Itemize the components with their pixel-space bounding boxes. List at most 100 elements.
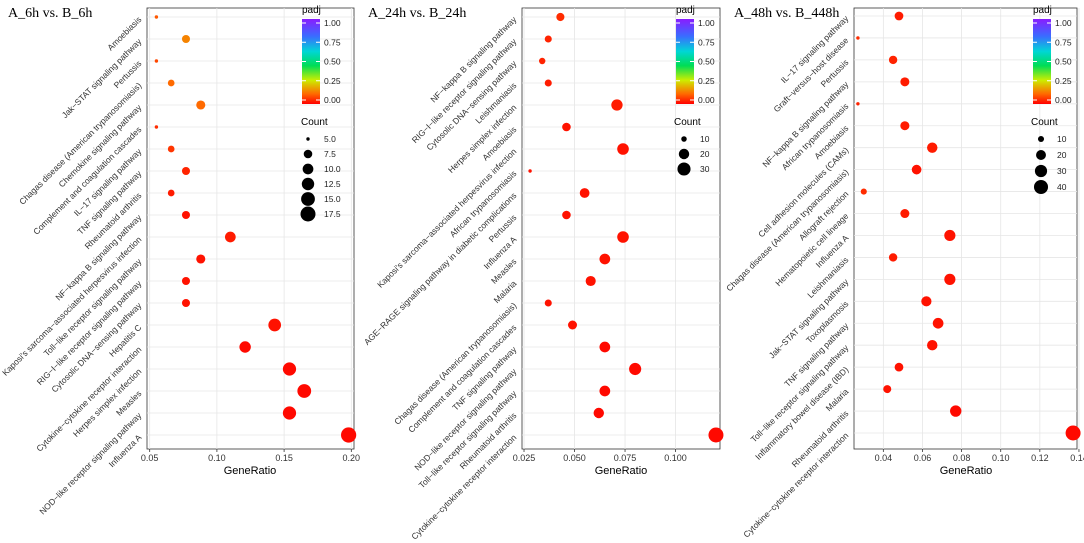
- x-tick-label: 0.075: [614, 453, 637, 463]
- count-legend-label: 20: [700, 149, 710, 159]
- data-point: [927, 339, 938, 351]
- count-legend-dot: [303, 149, 313, 159]
- count-legend-label: 30: [1057, 166, 1067, 176]
- data-point: [900, 121, 910, 131]
- count-legend-dot: [1034, 164, 1048, 178]
- count-legend-title: Count: [674, 117, 701, 128]
- count-legend-title: Count: [301, 117, 328, 128]
- colorbar-label: 0.00: [698, 95, 715, 105]
- count-legend-dot: [678, 148, 690, 160]
- data-point: [282, 406, 297, 420]
- data-point: [196, 100, 206, 110]
- data-point: [154, 59, 159, 63]
- padj-legend-title: padj: [676, 5, 695, 16]
- data-point: [921, 296, 932, 307]
- count-legend-label: 17.5: [324, 209, 341, 219]
- x-tick-label: 0.08: [953, 453, 971, 463]
- colorbar-label: 0.50: [698, 57, 715, 67]
- x-tick-label: 0.100: [664, 453, 687, 463]
- data-point: [911, 164, 922, 175]
- x-axis-label: GeneRatio: [940, 465, 993, 477]
- data-point: [932, 317, 944, 329]
- count-legend-dot: [300, 206, 316, 222]
- category-labels: IL−17 signaling pathwayGraft−versus−host…: [724, 13, 851, 540]
- count-legend-label: 15.0: [324, 194, 341, 204]
- points: [856, 11, 1081, 441]
- points: [528, 12, 724, 443]
- data-point: [579, 188, 590, 198]
- count-legend-label: 12.5: [324, 179, 341, 189]
- padj-legend-title: padj: [302, 5, 321, 16]
- count-legend-label: 10: [700, 134, 710, 144]
- count-legend-label: 20: [1057, 150, 1067, 160]
- data-point: [894, 11, 904, 21]
- colorbar-label: 0.00: [324, 95, 341, 105]
- data-point: [181, 276, 191, 286]
- data-point: [181, 298, 191, 308]
- count-legend-dot: [681, 136, 687, 142]
- colorbar-label: 1.00: [324, 18, 341, 28]
- data-point: [888, 55, 898, 65]
- x-tick-label: 0.10: [208, 453, 226, 463]
- count-legend-label: 10.0: [324, 164, 341, 174]
- count-legend-label: 10: [1057, 134, 1067, 144]
- points: [154, 15, 357, 443]
- x-axis-label: GeneRatio: [595, 465, 648, 477]
- x-ticks: 0.04 0.06 0.08 0.10 0.12 0.14: [875, 449, 1084, 463]
- x-tick-label: 0.05: [141, 453, 159, 463]
- count-legend-label: 7.5: [324, 149, 336, 159]
- data-point: [950, 405, 962, 417]
- count-legend: 5.0 7.5 10.0 12.5 15.0 17.5: [300, 134, 341, 222]
- count-legend-dot: [302, 163, 314, 175]
- data-point: [154, 15, 159, 19]
- x-tick-label: 0.15: [275, 453, 293, 463]
- count-legend-dot: [677, 162, 691, 176]
- data-point: [599, 341, 611, 353]
- panel-a48h: A_48h vs. B_448h IL−17 signaling pathway…: [724, 5, 1084, 539]
- grid: [147, 8, 354, 449]
- x-tick-label: 0.20: [343, 453, 361, 463]
- x-ticks: 0.05 0.10 0.15 0.20: [141, 449, 360, 463]
- colorbar-label: 1.00: [698, 18, 715, 28]
- data-point: [562, 122, 571, 132]
- panel-a24h: A_24h vs. B_24h NF−kappa B signaling pat…: [362, 5, 724, 541]
- colorbar-label: 0.00: [1055, 95, 1072, 105]
- count-legend-dot: [1037, 135, 1045, 143]
- plot-area: [146, 7, 355, 450]
- padj-colorbar-labels: 1.00 0.75 0.50 0.25 0.00: [302, 18, 341, 105]
- colorbar-label: 0.25: [698, 76, 715, 86]
- count-legend-dot: [1036, 150, 1046, 160]
- data-point: [617, 143, 629, 155]
- x-tick-label: 0.04: [875, 453, 893, 463]
- data-point: [167, 79, 175, 87]
- data-point: [617, 231, 629, 243]
- data-point: [856, 102, 860, 106]
- data-point: [556, 12, 565, 22]
- x-tick-label: 0.025: [513, 453, 536, 463]
- colorbar-label: 1.00: [1055, 18, 1072, 28]
- padj-colorbar-labels: 1.00 0.75 0.50 0.25 0.00: [1033, 18, 1072, 105]
- data-point: [944, 273, 956, 285]
- data-point: [539, 57, 546, 65]
- data-point: [181, 166, 191, 176]
- colorbar-label: 0.50: [324, 57, 341, 67]
- data-point: [860, 188, 867, 195]
- x-tick-label: 0.12: [1031, 453, 1049, 463]
- data-point: [224, 231, 236, 243]
- panel-title: A_24h vs. B_24h: [368, 6, 466, 21]
- count-legend-title: Count: [1031, 117, 1058, 128]
- data-point: [544, 79, 552, 87]
- colorbar-label: 0.75: [324, 37, 341, 47]
- data-point: [629, 362, 642, 376]
- panel-title: A_6h vs. B_6h: [8, 6, 92, 21]
- data-point: [883, 385, 892, 394]
- data-point: [196, 254, 206, 264]
- count-legend-dot: [1033, 179, 1049, 195]
- data-point: [544, 35, 552, 43]
- data-point: [585, 275, 596, 287]
- data-point: [544, 299, 552, 307]
- colorbar-label: 0.50: [1055, 57, 1072, 67]
- padj-colorbar: [302, 19, 320, 104]
